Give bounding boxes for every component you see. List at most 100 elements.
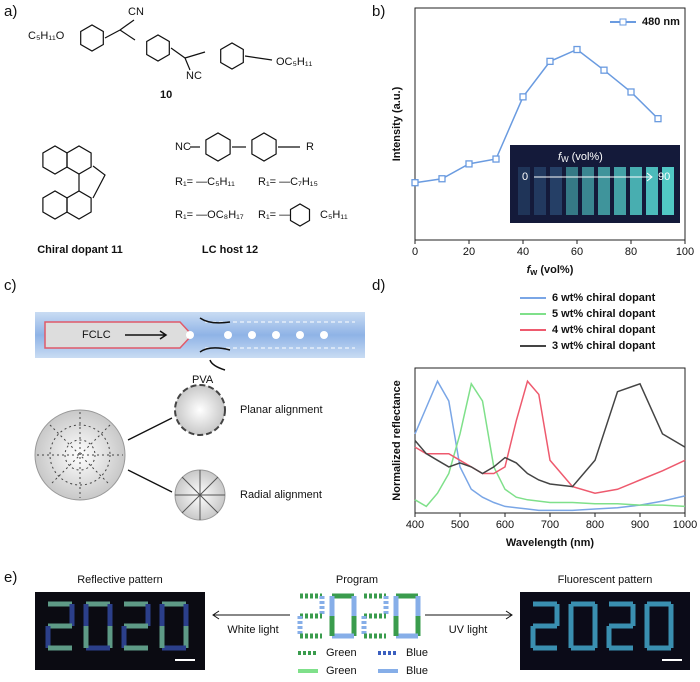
legend-label: Blue xyxy=(406,647,428,659)
legend-label: Blue xyxy=(406,665,428,677)
x-tick-label: 500 xyxy=(451,519,469,531)
x-tick-label: 700 xyxy=(541,519,559,531)
series-line xyxy=(414,379,686,494)
inset-arrow xyxy=(534,172,653,182)
chem-text: R xyxy=(306,141,314,153)
x-tick-label: 40 xyxy=(517,246,529,258)
chem-text: R₁= — xyxy=(258,209,290,221)
panel-label: b) xyxy=(372,3,385,20)
arrow xyxy=(125,330,168,340)
alignment-label: Planar alignment xyxy=(240,404,323,416)
point xyxy=(546,57,554,66)
chem-text: R₁= —OC₈H₁₇ xyxy=(175,209,244,221)
legend-label: 480 nm xyxy=(642,16,680,28)
x-tick-label: 800 xyxy=(586,519,604,531)
bond xyxy=(170,47,186,59)
x-tick-label: 100 xyxy=(676,246,694,258)
bond xyxy=(104,29,121,39)
chem-text: OC₅H₁₁ xyxy=(276,56,313,68)
arrow-label: White light xyxy=(227,624,278,636)
vial xyxy=(582,167,594,215)
point xyxy=(600,66,608,74)
point xyxy=(411,179,419,187)
series-line xyxy=(414,381,686,508)
x-tick-label: 60 xyxy=(571,246,583,258)
pva-label: PVA xyxy=(192,374,214,386)
arrow xyxy=(212,610,290,620)
arrow xyxy=(127,417,173,493)
vial xyxy=(534,167,546,215)
inset-label: 90 xyxy=(658,171,670,183)
arrow-label: UV light xyxy=(449,624,488,636)
point xyxy=(465,160,473,168)
plot-frame xyxy=(414,7,686,241)
inset-label: fW (vol%) xyxy=(558,151,603,164)
bond xyxy=(92,165,106,199)
y-axis-label: Intensity (a.u.) xyxy=(391,86,403,161)
legend-marker xyxy=(619,18,627,26)
y-axis-label: Normalized reflectance xyxy=(391,380,403,500)
label-part: (vol%) xyxy=(569,151,603,163)
ring xyxy=(146,34,170,62)
label-part: (vol%) xyxy=(537,264,573,276)
ring xyxy=(220,42,244,70)
image-title: Reflective pattern xyxy=(77,574,163,586)
bond xyxy=(244,55,273,61)
droplets xyxy=(186,331,328,339)
image-title: Program xyxy=(336,574,378,586)
label-part: w xyxy=(529,267,538,277)
ring xyxy=(205,132,231,162)
series-line xyxy=(414,379,686,512)
arrow xyxy=(425,610,513,620)
planar-droplet xyxy=(174,384,226,436)
legend-label: 3 wt% chiral dopant xyxy=(552,340,656,352)
chem-text: NC xyxy=(175,141,191,153)
panel-label: e) xyxy=(4,569,17,586)
droplet-texture xyxy=(37,412,123,498)
x-tick-label: 900 xyxy=(631,519,649,531)
alignment-label: Radial alignment xyxy=(240,489,322,501)
ring xyxy=(66,190,92,220)
x-axis-label: fw (vol%) xyxy=(527,264,574,277)
chem-text: CN xyxy=(128,6,144,18)
bond xyxy=(184,57,191,71)
legend-label: Green xyxy=(326,647,357,659)
legend-label: 6 wt% chiral dopant xyxy=(552,292,656,304)
panel-label: d) xyxy=(372,277,385,294)
radial-lines xyxy=(175,470,225,520)
panel-label: c) xyxy=(4,277,17,294)
chem-text: C₅H₁₁ xyxy=(320,209,348,221)
point xyxy=(654,115,662,123)
ring xyxy=(289,203,311,227)
x-tick-label: 600 xyxy=(496,519,514,531)
x-tick-label: 400 xyxy=(406,519,424,531)
point xyxy=(492,155,500,163)
point xyxy=(438,175,446,183)
compound-name: 10 xyxy=(160,89,172,101)
legend-label: 4 wt% chiral dopant xyxy=(552,324,656,336)
x-tick-label: 0 xyxy=(412,246,418,258)
chem-text: NC xyxy=(186,70,202,82)
legend-label: 5 wt% chiral dopant xyxy=(552,308,656,320)
vial xyxy=(566,167,578,215)
image-title: Fluorescent pattern xyxy=(558,574,653,586)
chem-text: R₁= —C₇H₁₅ xyxy=(258,176,318,188)
x-axis-label: Wavelength (nm) xyxy=(506,537,595,549)
label-part: W xyxy=(561,155,569,164)
vial xyxy=(598,167,610,215)
bond xyxy=(184,51,206,59)
ring xyxy=(80,24,104,52)
x-tick-label: 80 xyxy=(625,246,637,258)
ring xyxy=(42,190,68,220)
point xyxy=(627,88,635,96)
point xyxy=(573,45,581,54)
inner-capillary xyxy=(44,321,194,349)
chem-text: C₅H₁₁O xyxy=(28,30,65,42)
label-part: f xyxy=(527,264,532,276)
x-tick-label: 20 xyxy=(463,246,475,258)
series-line xyxy=(414,382,686,488)
inset-label: 0 xyxy=(522,171,528,183)
pva-flow xyxy=(199,317,231,371)
ring xyxy=(66,145,92,175)
legend-label: Green xyxy=(326,665,357,677)
